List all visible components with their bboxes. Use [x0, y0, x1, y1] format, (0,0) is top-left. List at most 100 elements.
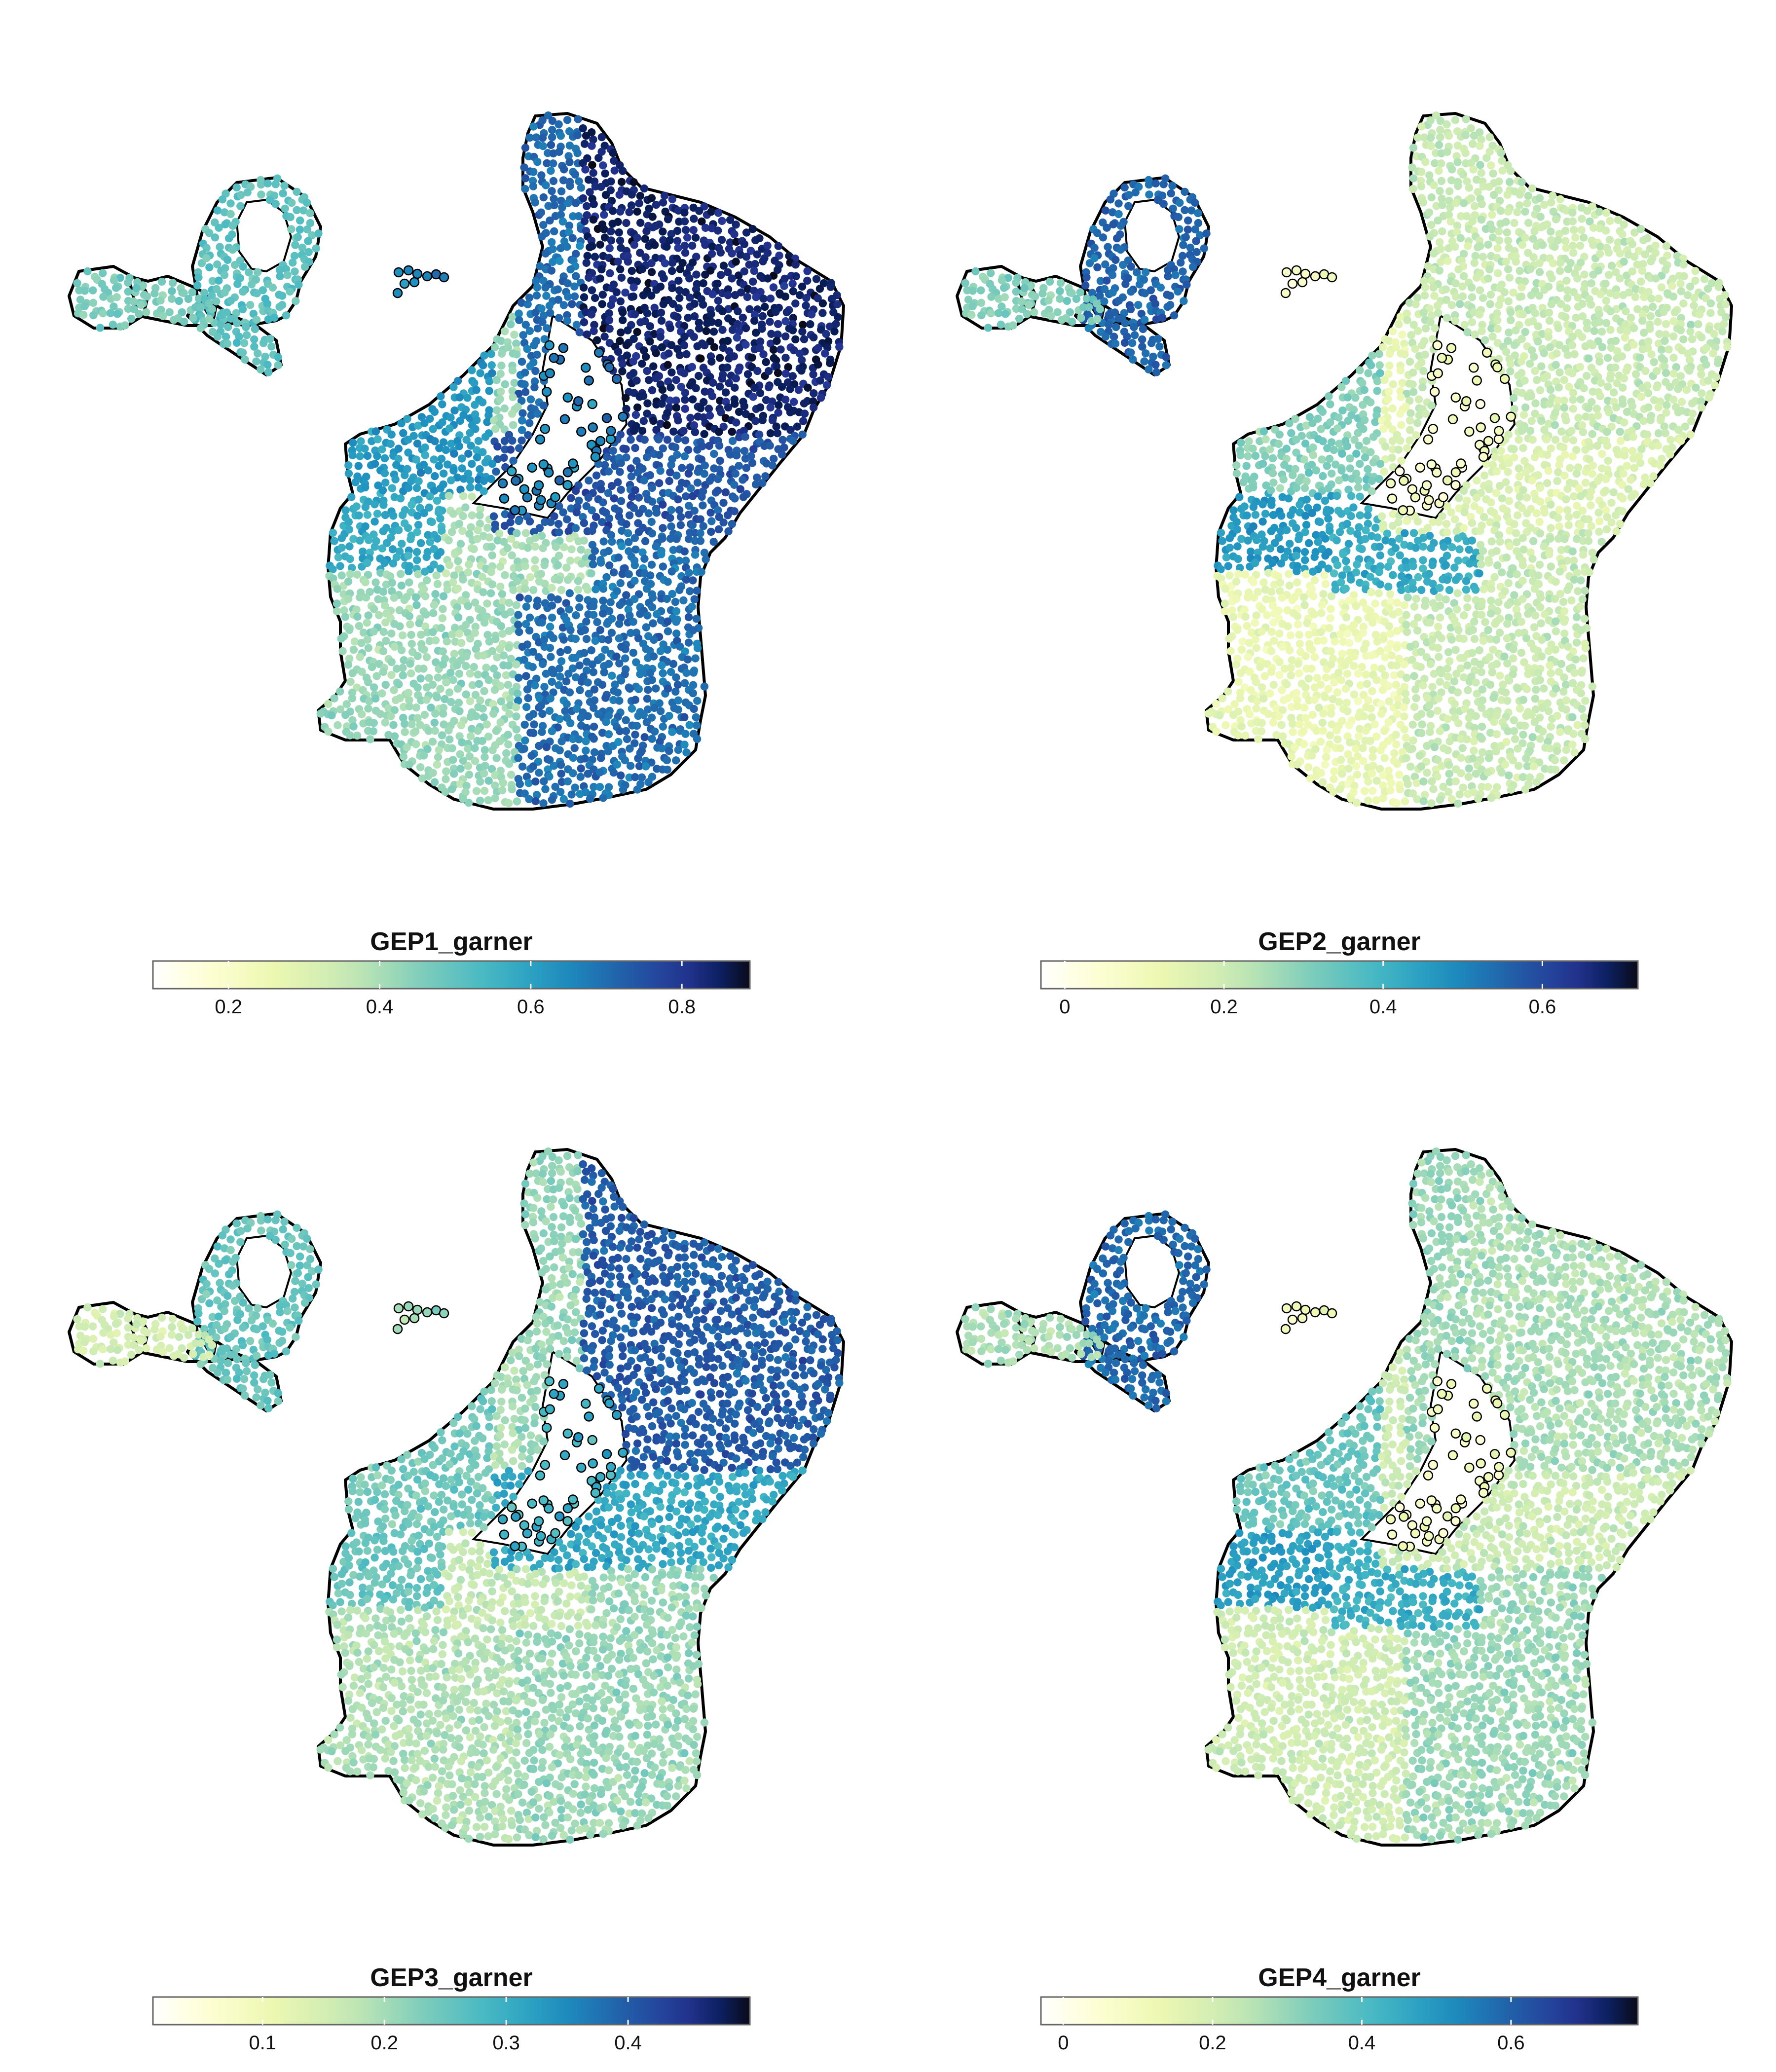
cell-point [826, 283, 835, 291]
cell-point [773, 429, 782, 438]
cell-point [633, 233, 641, 242]
cell-point [502, 671, 511, 679]
cell-point [747, 452, 755, 460]
cell-point [833, 291, 841, 299]
cell-point [533, 601, 541, 610]
cell-point [575, 661, 584, 670]
cell-point [279, 189, 287, 198]
cell-point [471, 629, 479, 637]
cell-point [657, 317, 666, 325]
cell-point [672, 396, 680, 405]
cell-point [588, 142, 596, 150]
cell-point [508, 366, 517, 374]
cell-point [556, 672, 564, 681]
cell-point [1324, 484, 1332, 493]
cell-point [605, 561, 614, 570]
cell-point [626, 684, 634, 693]
cell-point [818, 309, 827, 317]
cell-point [1476, 526, 1484, 535]
cell-point [546, 644, 555, 652]
cell-point [467, 523, 475, 531]
cell-point [544, 467, 554, 478]
cell-point [1375, 361, 1384, 370]
cell-point [708, 378, 717, 387]
cell-point [641, 762, 650, 771]
cell-point [1375, 350, 1383, 358]
cell-point [517, 298, 526, 307]
cell-point [507, 320, 515, 329]
cell-point [564, 527, 573, 536]
cell-point [1371, 418, 1379, 426]
cell-point [480, 687, 488, 696]
cell-point [1284, 494, 1293, 503]
cell-point [589, 135, 597, 144]
cell-point [816, 376, 824, 385]
cell-point [1397, 456, 1406, 465]
cell-point [1358, 545, 1366, 554]
cell-point [693, 587, 701, 595]
cell-point [1244, 452, 1252, 460]
cell-point [271, 180, 280, 188]
cell-point [669, 660, 678, 668]
cell-point [1451, 243, 1459, 251]
cell-point [664, 684, 672, 693]
cell-point [1304, 469, 1313, 477]
cell-point [1523, 199, 1531, 208]
cell-point [718, 374, 727, 383]
cell-point [344, 469, 353, 478]
cell-point [588, 286, 596, 295]
cell-point [1588, 470, 1596, 478]
cell-point [632, 658, 640, 666]
cell-point [505, 643, 513, 652]
cell-point [541, 249, 550, 258]
cell-point [344, 518, 353, 526]
cell-point [493, 443, 502, 451]
cell-point [211, 233, 220, 242]
cell-point [159, 312, 167, 320]
cell-point [1620, 418, 1628, 427]
cell-point [1431, 324, 1439, 333]
cell-point [238, 348, 247, 357]
cell-point [513, 529, 521, 538]
cell-point [563, 777, 572, 786]
cell-point [429, 628, 437, 636]
cell-point [1697, 403, 1706, 412]
cell-point [1576, 492, 1585, 500]
cell-point [652, 426, 661, 434]
cell-point [405, 612, 414, 621]
cell-point [1359, 425, 1368, 433]
cell-point [668, 299, 677, 308]
cell-point [723, 511, 732, 519]
cell-point [1317, 425, 1325, 433]
cell-point [507, 771, 516, 779]
cell-point [681, 405, 689, 413]
cell-point [1555, 522, 1563, 531]
cell-point [588, 526, 596, 535]
cell-point [781, 317, 790, 326]
cell-point [671, 687, 680, 696]
cell-point [577, 713, 585, 722]
cell-point [438, 418, 446, 427]
cell-point [554, 285, 562, 294]
cell-point [1360, 386, 1369, 394]
cell-point [547, 167, 555, 175]
cell-point [480, 477, 488, 485]
cell-point [739, 493, 748, 501]
cell-point [690, 215, 698, 223]
cell-point [769, 345, 778, 354]
cell-point [1548, 274, 1556, 283]
cell-point [1698, 389, 1706, 398]
cell-point [1419, 542, 1427, 551]
cell-point [636, 219, 645, 227]
cell-point [388, 579, 396, 587]
cell-point [636, 191, 645, 200]
cell-point [631, 410, 640, 419]
cell-point [1418, 383, 1427, 392]
cell-point [241, 355, 249, 364]
cell-point [470, 545, 478, 554]
cell-point [763, 241, 772, 250]
cell-point [644, 509, 653, 518]
cell-point [1476, 161, 1484, 169]
cell-point [601, 413, 612, 423]
cell-point [654, 435, 663, 444]
